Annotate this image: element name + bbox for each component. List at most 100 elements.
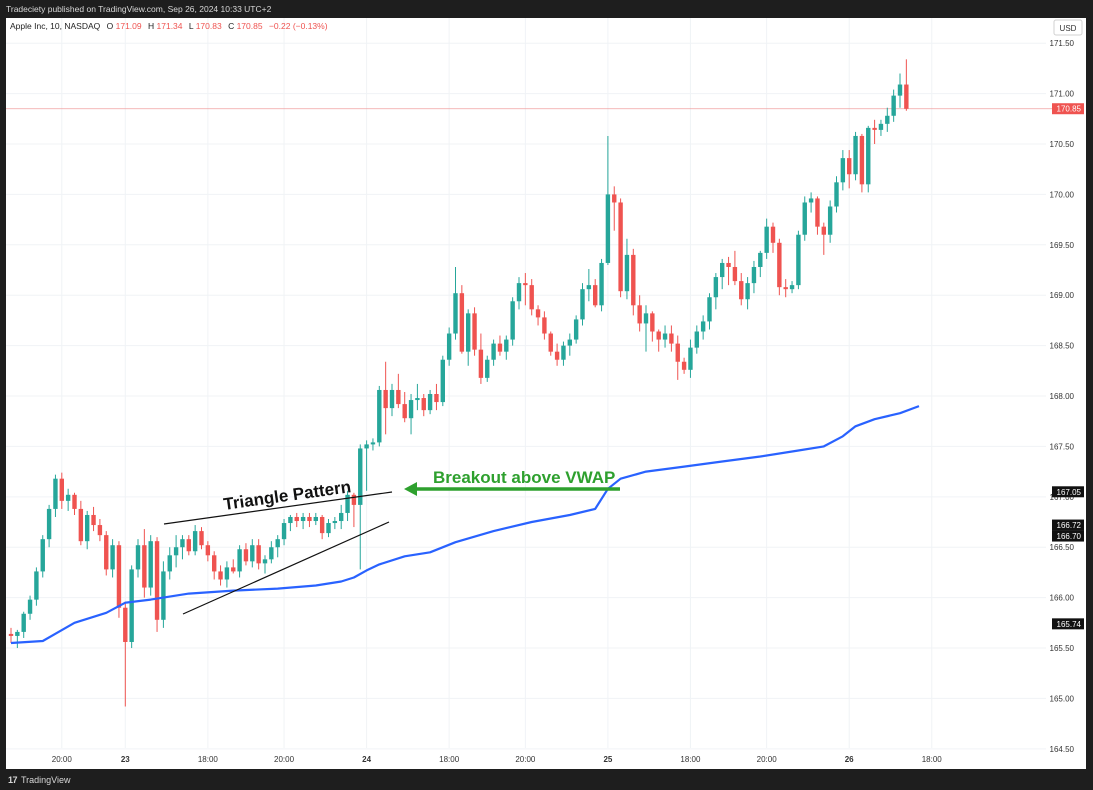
candle bbox=[510, 297, 515, 346]
candle-body bbox=[123, 607, 128, 642]
price-tick-label: 171.00 bbox=[1050, 90, 1075, 99]
candle-body bbox=[199, 531, 204, 546]
candle-body bbox=[904, 84, 909, 109]
legend-open-label: O bbox=[107, 21, 114, 31]
candle bbox=[866, 125, 871, 193]
price-tick-label: 164.50 bbox=[1050, 745, 1075, 754]
candle-body bbox=[389, 389, 395, 409]
candle bbox=[427, 389, 433, 415]
candle bbox=[789, 281, 795, 294]
candle-body bbox=[294, 516, 299, 522]
candle-body bbox=[656, 331, 661, 340]
candle bbox=[415, 383, 420, 411]
candle bbox=[34, 567, 39, 606]
legend-close: 170.85 bbox=[237, 21, 263, 31]
time-tick-label: 24 bbox=[362, 755, 371, 764]
candle bbox=[599, 258, 604, 312]
candle-body bbox=[345, 494, 350, 513]
price-tick-label: 170.00 bbox=[1050, 190, 1075, 199]
price-tag-label: 165.74 bbox=[1057, 620, 1082, 629]
candle bbox=[688, 339, 693, 378]
candle bbox=[694, 325, 699, 354]
candle-body bbox=[688, 347, 693, 370]
candle-body bbox=[281, 523, 287, 540]
candle bbox=[326, 519, 331, 538]
candle-body bbox=[478, 349, 484, 378]
candle-body bbox=[681, 361, 687, 370]
legend-high: 171.34 bbox=[157, 21, 183, 31]
candle-body bbox=[758, 252, 763, 267]
candle bbox=[618, 198, 623, 298]
candle-body bbox=[783, 287, 788, 290]
price-tick-label: 165.00 bbox=[1050, 694, 1075, 703]
price-tag-box bbox=[1052, 486, 1084, 498]
candle bbox=[624, 238, 630, 300]
candle bbox=[212, 551, 217, 580]
candle bbox=[777, 238, 782, 296]
candle-body bbox=[339, 512, 344, 522]
candle-body bbox=[40, 539, 45, 572]
candle bbox=[650, 311, 655, 342]
candle-body bbox=[237, 549, 242, 572]
candle bbox=[351, 492, 357, 528]
candle bbox=[593, 279, 598, 308]
time-tick-label: 23 bbox=[121, 755, 130, 764]
candle bbox=[700, 315, 706, 340]
candle-body bbox=[815, 198, 820, 227]
candle-body bbox=[554, 351, 560, 360]
candle-body bbox=[700, 321, 706, 332]
candle bbox=[554, 343, 560, 366]
candle-body bbox=[802, 202, 807, 235]
chart-panel[interactable]: Triangle Pattern Breakout above VWAP App… bbox=[6, 18, 1086, 769]
candle-body bbox=[840, 158, 846, 183]
price-tick-label: 168.00 bbox=[1050, 392, 1075, 401]
candle-body bbox=[770, 226, 776, 243]
candle bbox=[243, 543, 249, 566]
candle-body bbox=[243, 549, 249, 562]
candle-body bbox=[808, 198, 814, 203]
candle bbox=[377, 385, 382, 447]
candle bbox=[339, 504, 344, 530]
price-tick-label: 167.50 bbox=[1050, 442, 1075, 451]
candle bbox=[656, 329, 661, 352]
candle-body bbox=[440, 359, 445, 403]
candle-body bbox=[364, 444, 369, 449]
candle-body bbox=[427, 394, 433, 411]
candle bbox=[231, 559, 236, 574]
candle bbox=[65, 488, 71, 511]
candle bbox=[205, 541, 211, 562]
time-axis[interactable]: 20:00 23 18:00 20:00 24 18:00 20:00 25 18:00 20:0… bbox=[52, 755, 943, 764]
candle bbox=[396, 373, 401, 409]
candle-body bbox=[351, 494, 357, 505]
candle-body bbox=[713, 277, 719, 298]
time-tick-label: 20:00 bbox=[515, 755, 536, 764]
candle-body bbox=[637, 305, 642, 324]
candle-body bbox=[104, 535, 109, 570]
candle-body bbox=[396, 389, 401, 405]
candle bbox=[345, 490, 350, 522]
candle-body bbox=[326, 523, 331, 534]
candle-body bbox=[154, 541, 160, 620]
time-tick-label: 25 bbox=[603, 755, 612, 764]
candle bbox=[497, 335, 503, 356]
candlesticks[interactable] bbox=[8, 59, 909, 707]
candle bbox=[123, 601, 128, 707]
price-tag-box bbox=[1052, 519, 1084, 531]
candle-body bbox=[593, 285, 598, 306]
candle-body bbox=[847, 158, 852, 175]
currency-button[interactable] bbox=[1053, 19, 1083, 36]
candle bbox=[8, 627, 14, 643]
candle-body bbox=[59, 478, 64, 501]
candle-body bbox=[821, 226, 826, 235]
candle-body bbox=[459, 293, 465, 352]
candle-body bbox=[466, 313, 471, 352]
candle bbox=[110, 539, 115, 578]
candle bbox=[796, 230, 801, 290]
candle bbox=[783, 279, 788, 298]
price-chart[interactable]: Triangle Pattern Breakout above VWAP App… bbox=[6, 18, 1086, 769]
candle bbox=[561, 341, 566, 366]
candle bbox=[364, 440, 369, 491]
candle bbox=[885, 107, 890, 132]
candle bbox=[732, 250, 738, 286]
price-axis[interactable]: USD 164.50 165.00 165.50 166.00 166.50 167.00… bbox=[1050, 19, 1083, 754]
